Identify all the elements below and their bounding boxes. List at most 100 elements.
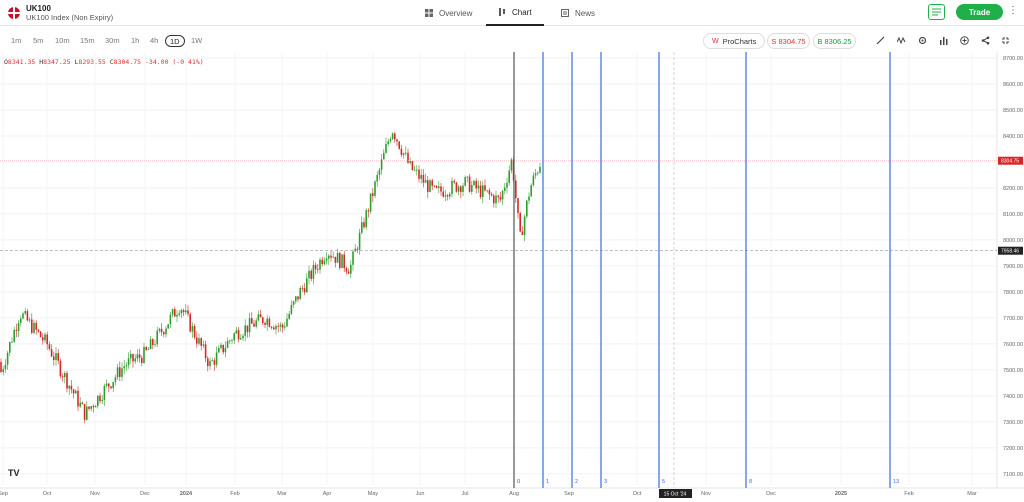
fullscreen-collapse-icon[interactable]: [1001, 36, 1010, 45]
tab-overview[interactable]: Overview: [425, 0, 472, 26]
draw-pencil-icon[interactable]: [876, 36, 885, 45]
timeframe-1h[interactable]: 1h: [131, 36, 140, 45]
top-header: UK100 UK100 Index (Non Expiry) Overview …: [0, 0, 1024, 26]
candle-body: [103, 385, 106, 400]
candle-body: [468, 176, 471, 192]
candle-body: [145, 347, 147, 350]
candle-body: [240, 338, 242, 340]
candle-body: [136, 354, 139, 359]
candle-body: [394, 133, 396, 140]
candle-body: [266, 318, 268, 325]
tab-news[interactable]: News: [561, 0, 595, 26]
x-tick-label: Apr: [323, 491, 332, 497]
candle-body: [332, 256, 334, 258]
candle-body: [328, 255, 330, 259]
timeframe-4h[interactable]: 4h: [150, 36, 159, 45]
indicators-icon[interactable]: [897, 36, 906, 45]
candle-body: [405, 152, 407, 154]
candle-body: [167, 324, 169, 329]
price-chart[interactable]: 8700.008600.008500.008400.008300.008200.…: [0, 52, 1024, 502]
ohlc-open: 8341.35: [7, 58, 36, 66]
candle-body: [6, 352, 9, 365]
candle-body: [422, 174, 425, 183]
timeframe-5m[interactable]: 5m: [33, 36, 44, 45]
candle-body: [11, 341, 13, 343]
x-tick-label: Mar: [967, 491, 977, 497]
ohlc-readout: O8341.35 H8347.25 L8293.55 C8304.75 -34.…: [4, 58, 204, 66]
candle-body: [490, 194, 493, 196]
candle-body: [374, 181, 376, 196]
candle-body: [299, 288, 301, 300]
sell-button[interactable]: S 8304.75: [767, 33, 810, 49]
candle-body: [77, 390, 79, 407]
candle-body: [39, 331, 42, 338]
candle-body: [435, 185, 438, 188]
timeframe-30m[interactable]: 30m: [105, 36, 120, 45]
candle-body: [323, 260, 326, 265]
trade-button[interactable]: Trade: [956, 4, 1003, 20]
procharts-button[interactable]: W ProCharts: [703, 33, 766, 49]
fib-time-zone-label: 3: [604, 479, 607, 485]
candle-body: [347, 271, 350, 274]
candle-body: [119, 367, 121, 377]
crosshair-date-tag-bg: [659, 489, 692, 498]
x-tick-label: Oct: [633, 491, 642, 497]
chart-type-icon[interactable]: [939, 36, 948, 45]
timeframe-1m[interactable]: 1m: [11, 36, 22, 45]
candle-body: [204, 344, 207, 359]
candle-body: [180, 310, 183, 314]
x-tick-label: Dec: [140, 491, 150, 497]
buy-button[interactable]: B 8306.25: [813, 33, 856, 49]
instrument-name: UK100 Index (Non Expiry): [26, 13, 114, 22]
candle-body: [308, 270, 310, 279]
candle-body: [312, 264, 315, 279]
candle-body: [455, 182, 458, 192]
candle-body: [275, 325, 277, 330]
y-tick-label: 8700.00: [1003, 56, 1023, 62]
candle-body: [484, 185, 486, 191]
candle-body: [123, 366, 125, 369]
tab-chart[interactable]: Chart: [486, 0, 544, 26]
chart-icon: [499, 8, 505, 16]
candle-body: [48, 344, 51, 350]
candle-body: [475, 180, 477, 189]
candle-body: [70, 385, 73, 390]
ohlc-high: 8347.25: [43, 58, 71, 66]
share-icon[interactable]: [981, 36, 990, 45]
candle-body: [35, 322, 37, 330]
candle-body: [486, 190, 488, 192]
timeframe-10m[interactable]: 10m: [55, 36, 70, 45]
candle-body: [132, 354, 134, 362]
timeframe-1w[interactable]: 1W: [191, 36, 203, 45]
ohlc-open-label: O: [4, 58, 8, 66]
add-compare-icon[interactable]: [960, 36, 969, 45]
candle-body: [88, 406, 90, 409]
watchlist-button[interactable]: [928, 4, 945, 20]
candle-body: [229, 340, 231, 342]
candle-body: [220, 344, 222, 349]
timeframe-15m[interactable]: 15m: [80, 36, 95, 45]
candle-body: [257, 314, 260, 321]
candle-body: [130, 354, 132, 359]
candle-body: [482, 185, 484, 198]
candle-body: [510, 159, 513, 171]
candle-body: [528, 196, 530, 201]
candle-body: [273, 327, 275, 330]
settings-gear-icon[interactable]: [918, 36, 927, 45]
more-options-icon[interactable]: ⋮: [1008, 5, 1018, 16]
candle-body: [178, 313, 180, 315]
crosshair-date-tag: 15 Oct '24: [664, 492, 687, 498]
candle-body: [523, 216, 526, 235]
x-tick-label: Dec: [766, 491, 776, 497]
y-tick-label: 7900.00: [1003, 264, 1023, 270]
y-tick-label: 7200.00: [1003, 446, 1023, 452]
candle-body: [143, 347, 145, 363]
timeframe-1d[interactable]: 1D: [165, 35, 185, 47]
candle-body: [110, 386, 112, 389]
candle-body: [517, 198, 519, 214]
candle-body: [237, 330, 240, 340]
candle-body: [222, 344, 224, 353]
candle-body: [163, 332, 165, 335]
candle-body: [46, 334, 48, 345]
candle-body: [451, 180, 453, 194]
